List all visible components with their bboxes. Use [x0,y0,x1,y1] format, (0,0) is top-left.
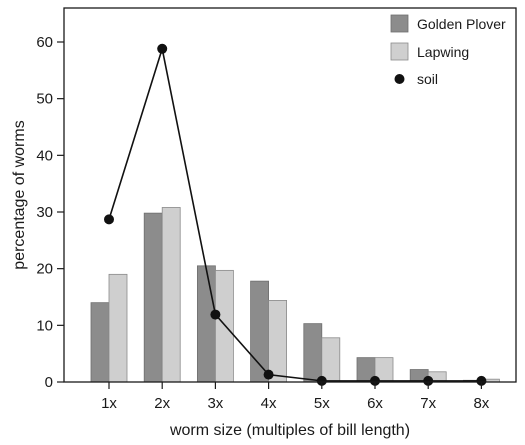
x-tick-label-5x: 5x [314,395,330,412]
bar-golden-plover-5x [303,323,323,383]
legend-swatch-golden-plover [390,14,409,33]
x-tick-label-3x: 3x [207,395,223,412]
bar-lapwing-2x [161,207,181,383]
x-axis: 1x 2x 3x 4x 5x 6x 7x 8x [101,382,490,412]
bar-lapwing-1x [108,273,128,383]
legend-label-golden-plover: Golden Plover [417,16,506,32]
x-tick-label-2x: 2x [154,395,170,412]
bar-golden-plover-1x [90,302,110,383]
y-tick-label-60: 60 [36,34,53,51]
legend-swatch-lapwing [390,42,409,61]
bar-golden-plover-4x [250,280,270,383]
bar-lapwing-4x [268,299,288,383]
soil-point-1x [104,214,114,225]
soil-point-5x [316,375,327,386]
legend-marker-soil [394,74,405,84]
bar-golden-plover-3x [196,265,216,383]
y-axis-title: percentage of worms [11,120,28,269]
x-tick-label-7x: 7x [420,395,436,412]
soil-point-4x [263,369,274,380]
y-tick-label-0: 0 [45,374,53,391]
y-axis: 0 10 20 30 40 50 60 [36,34,64,391]
bar-lapwing-3x [214,269,234,383]
y-tick-label-40: 40 [36,147,53,164]
legend-label-lapwing: Lapwing [417,44,469,60]
x-tick-label-1x: 1x [101,395,117,412]
soil-point-7x [423,375,434,386]
legend: Golden Plover Lapwing soil [390,14,506,87]
y-tick-label-30: 30 [36,204,53,221]
y-tick-label-20: 20 [36,261,53,278]
soil-line [108,48,482,382]
x-tick-label-4x: 4x [261,395,277,412]
soil-line-layer [104,43,487,386]
soil-point-2x [157,43,168,54]
bars-layer [90,207,500,383]
x-tick-label-6x: 6x [367,395,383,412]
y-tick-label-10: 10 [36,317,53,334]
x-axis-title: worm size (multiples of bill length) [169,422,410,439]
bar-golden-plover-2x [143,212,163,383]
soil-point-6x [370,375,380,386]
y-tick-label-50: 50 [36,91,53,108]
x-tick-label-8x: 8x [473,395,489,412]
legend-label-soil: soil [417,71,438,87]
soil-point-3x [210,309,221,320]
bar-lapwing-5x [321,337,341,383]
plot-frame [63,7,517,383]
soil-point-8x [476,375,487,386]
